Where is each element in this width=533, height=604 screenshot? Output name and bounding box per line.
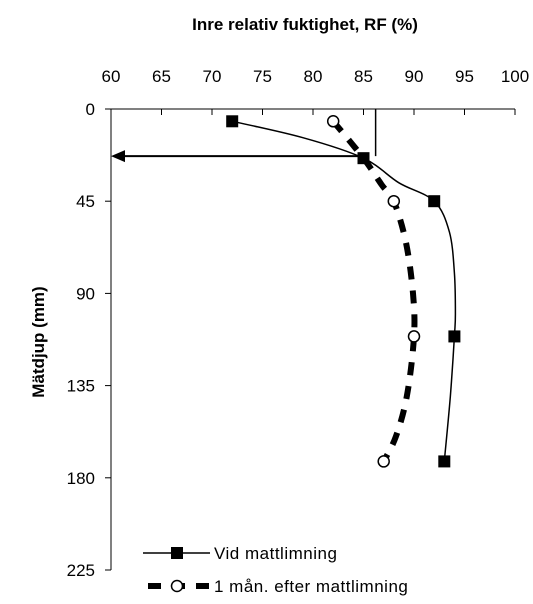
- series-1-point-0: [326, 115, 340, 128]
- legend-marker-1: [170, 579, 184, 593]
- y-tick-group: 0 45 90 135 180 225: [67, 100, 111, 580]
- legend: Vid mattlimning 1 mån. efter mattlimning: [143, 544, 408, 596]
- x-tick-label-5: 85: [354, 67, 373, 86]
- y-tick-label-4: 180: [67, 469, 95, 488]
- y-tick-label-3: 135: [67, 377, 95, 396]
- series-1-point-3: [377, 455, 390, 468]
- x-tick-label-8: 100: [501, 67, 529, 86]
- x-tick-label-4: 80: [304, 67, 323, 86]
- y-tick-label-1: 45: [76, 192, 95, 211]
- series-0-line: [232, 120, 457, 462]
- y-tick-label-5: 225: [67, 561, 95, 580]
- annotation-group: [111, 109, 377, 163]
- series-1-line: [330, 119, 418, 463]
- legend-label-1: 1 mån. efter mattlimning: [214, 577, 408, 596]
- x-tick-label-6: 90: [405, 67, 424, 86]
- x-tick-label-1: 65: [152, 67, 171, 86]
- y-tick-label-0: 0: [86, 100, 95, 119]
- series-0-point-4: [438, 455, 451, 468]
- series-group: [226, 115, 461, 468]
- annotation-arrow-head: [111, 150, 125, 163]
- series-1-point-1: [387, 194, 401, 208]
- y-tick-label-2: 90: [76, 284, 95, 303]
- series-0-point-3: [448, 330, 461, 343]
- x-tick-label-2: 70: [203, 67, 222, 86]
- series-0-point-0: [226, 115, 239, 128]
- legend-marker-0: [171, 547, 183, 559]
- y-axis-label: Mätdjup (mm): [29, 286, 48, 397]
- x-tick-label-0: 60: [102, 67, 121, 86]
- legend-label-0: Vid mattlimning: [214, 544, 337, 563]
- x-tick-label-7: 95: [455, 67, 474, 86]
- x-tick-label-3: 75: [253, 67, 272, 86]
- series-1-point-2: [407, 330, 421, 343]
- x-tick-group: 60 65 70 75 80 85 90 95 100: [102, 67, 529, 115]
- chart-title: Inre relativ fuktighet, RF (%): [192, 15, 418, 34]
- series-0-point-2: [428, 195, 441, 208]
